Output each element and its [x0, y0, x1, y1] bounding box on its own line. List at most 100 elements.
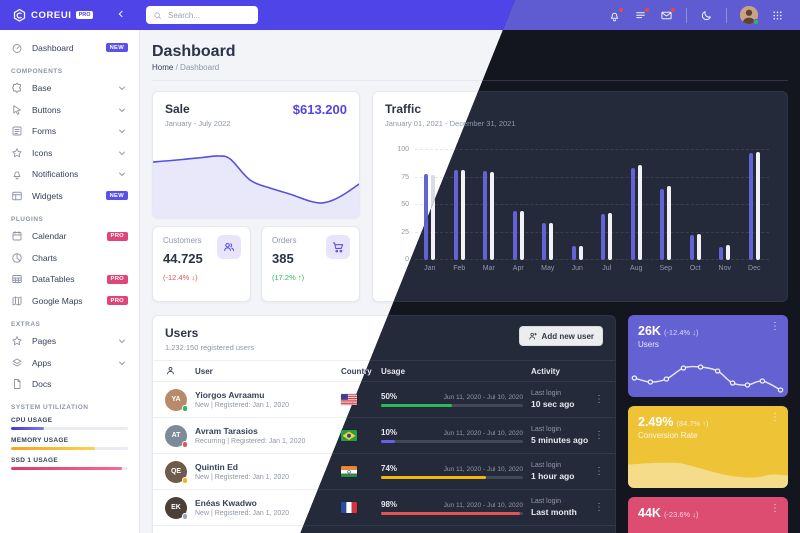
sidebar-item-docs[interactable]: Docs	[0, 374, 139, 396]
sale-card: Sale January - July 2022 $613.200	[152, 91, 360, 218]
widget-menu-button[interactable]: ⋮	[770, 321, 780, 332]
breadcrumb: Home / Dashboard	[152, 63, 788, 81]
activity-value: 1 hour ago	[531, 470, 575, 481]
file-icon	[11, 378, 23, 390]
sidebar-item-label: Pages	[32, 336, 57, 347]
user-name: Yiorgos Avraamu	[195, 390, 265, 401]
avatar: AT	[165, 424, 188, 448]
sidebar: Dashboard NEW COMPONENTS Base Buttons Forms Ic…	[0, 30, 140, 533]
traffic-bar-chart: 0 25 50 75 100	[385, 146, 775, 272]
chevron-down-icon	[116, 357, 128, 369]
traffic-bar	[696, 233, 701, 260]
widgets-column: 26K(-12.4% ↓) Users ⋮ 2.49%(84.7% ↑) Con…	[628, 315, 788, 533]
traffic-bar	[667, 186, 672, 260]
search-box	[146, 6, 258, 24]
sidebar-item-pages[interactable]: Pages	[0, 331, 139, 353]
apps-menu-button[interactable]	[771, 9, 784, 22]
traffic-bar	[483, 170, 488, 260]
layers-icon	[11, 357, 23, 369]
sidebar-item-buttons[interactable]: Buttons	[0, 99, 139, 121]
user-registered: New | Registered: Jan 1, 2020	[195, 509, 290, 517]
user-avatar[interactable]	[740, 6, 759, 25]
header-actions	[608, 6, 800, 25]
traffic-bar	[755, 152, 760, 260]
x-axis-label: Jul	[602, 265, 612, 272]
breadcrumb-home[interactable]: Home	[152, 63, 174, 72]
sidebar-section-title: PLUGINS	[11, 215, 44, 223]
theme-toggle-button[interactable]	[700, 9, 713, 22]
brand-logo[interactable]: COREUI PRO	[0, 8, 112, 23]
traffic-bar	[578, 245, 583, 260]
widget-sparkline-chart	[631, 364, 784, 393]
pro-badge: PRO	[106, 296, 128, 306]
sale-period: January - July 2022	[165, 119, 231, 128]
widget-label: Conversion Rate	[638, 431, 698, 440]
sidebar-item-forms[interactable]: Forms	[0, 121, 139, 143]
sidebar-item-widgets[interactable]: Widgets NEW	[0, 185, 139, 207]
sidebar-item-base[interactable]: Base	[0, 78, 139, 100]
user-name: Quintin Ed	[195, 462, 238, 473]
widget-menu-button[interactable]: ⋮	[770, 412, 780, 423]
sidebar-item-icons[interactable]: Icons	[0, 142, 139, 164]
search-input[interactable]	[166, 9, 251, 21]
sidebar-item-label: Base	[32, 83, 52, 94]
usage-meter-memory-usage: MEMORY USAGE	[0, 434, 139, 454]
star-icon	[11, 335, 23, 347]
traffic-title: Traffic	[385, 102, 422, 116]
traffic-bar-group	[710, 244, 740, 260]
widget-delta: (-23.6% ↓)	[663, 510, 699, 519]
sidebar-item-dashboard[interactable]: Dashboard NEW	[0, 37, 139, 59]
notifications-button[interactable]	[608, 7, 623, 22]
y-axis-tick: 100	[397, 146, 409, 153]
sidebar-item-notifications[interactable]: Notifications	[0, 164, 139, 186]
usage-period: Jun 11, 2020 - Jul 10, 2020	[443, 502, 523, 509]
widget-value: 2.49%	[638, 415, 674, 429]
coreui-logo-icon	[12, 8, 27, 23]
sidebar-item-calendar[interactable]: Calendar PRO	[0, 226, 139, 248]
row-menu-button[interactable]: ⋮	[594, 501, 604, 513]
stat-label: Customers	[163, 236, 202, 245]
traffic-bar-group	[445, 169, 475, 260]
sidebar-toggle-button[interactable]	[112, 6, 130, 24]
widget-card: 2.49%(84.7% ↑) Conversion Rate ⋮	[628, 406, 788, 488]
cart-icon	[331, 240, 345, 254]
stat-card-orders: Orders 385 (17.2% ↑)	[261, 226, 360, 302]
messages-button[interactable]	[660, 7, 675, 22]
sidebar-item-charts[interactable]: Charts	[0, 247, 139, 269]
x-axis-label: Nov	[718, 265, 731, 272]
widget-menu-button[interactable]: ⋮	[770, 503, 780, 514]
traffic-bar-group	[651, 186, 681, 260]
row-menu-button[interactable]: ⋮	[594, 429, 604, 441]
add-new-user-button[interactable]: Add new user	[518, 326, 603, 346]
row-menu-button[interactable]: ⋮	[594, 465, 604, 477]
stat-card-customers: Customers 44.725 (-12.4% ↓)	[152, 226, 251, 302]
activity-label: Last login	[531, 390, 561, 398]
traffic-bar-group	[563, 245, 593, 260]
tasks-button[interactable]	[634, 7, 649, 22]
usage-percent: 98%	[381, 500, 398, 509]
stat-value: 385	[272, 251, 294, 266]
x-axis-label: Mar	[482, 265, 495, 272]
br-flag-icon	[341, 429, 357, 442]
status-dot	[181, 441, 188, 448]
users-title: Users	[165, 326, 199, 340]
sidebar-item-datatables[interactable]: DataTables PRO	[0, 269, 139, 291]
traffic-bar	[512, 210, 517, 260]
sidebar-section-title: SYSTEM UTILIZATION	[11, 404, 89, 411]
sidebar-item-apps[interactable]: Apps	[0, 352, 139, 374]
add-new-user-label: Add new user	[541, 331, 594, 341]
user-registered: New | Registered: Jan 1, 2020	[195, 401, 290, 409]
new-badge: NEW	[105, 43, 128, 53]
chevron-down-icon	[116, 125, 128, 137]
row-menu-button[interactable]: ⋮	[594, 393, 604, 405]
sidebar-section-title: COMPONENTS	[11, 67, 63, 75]
avatar: YA	[165, 388, 188, 412]
sidebar-item-google-maps[interactable]: Google Maps PRO	[0, 290, 139, 312]
chevron-down-icon	[116, 335, 128, 347]
brand-text: COREUI	[31, 9, 72, 21]
widget-delta: (-12.4% ↓)	[663, 328, 699, 337]
